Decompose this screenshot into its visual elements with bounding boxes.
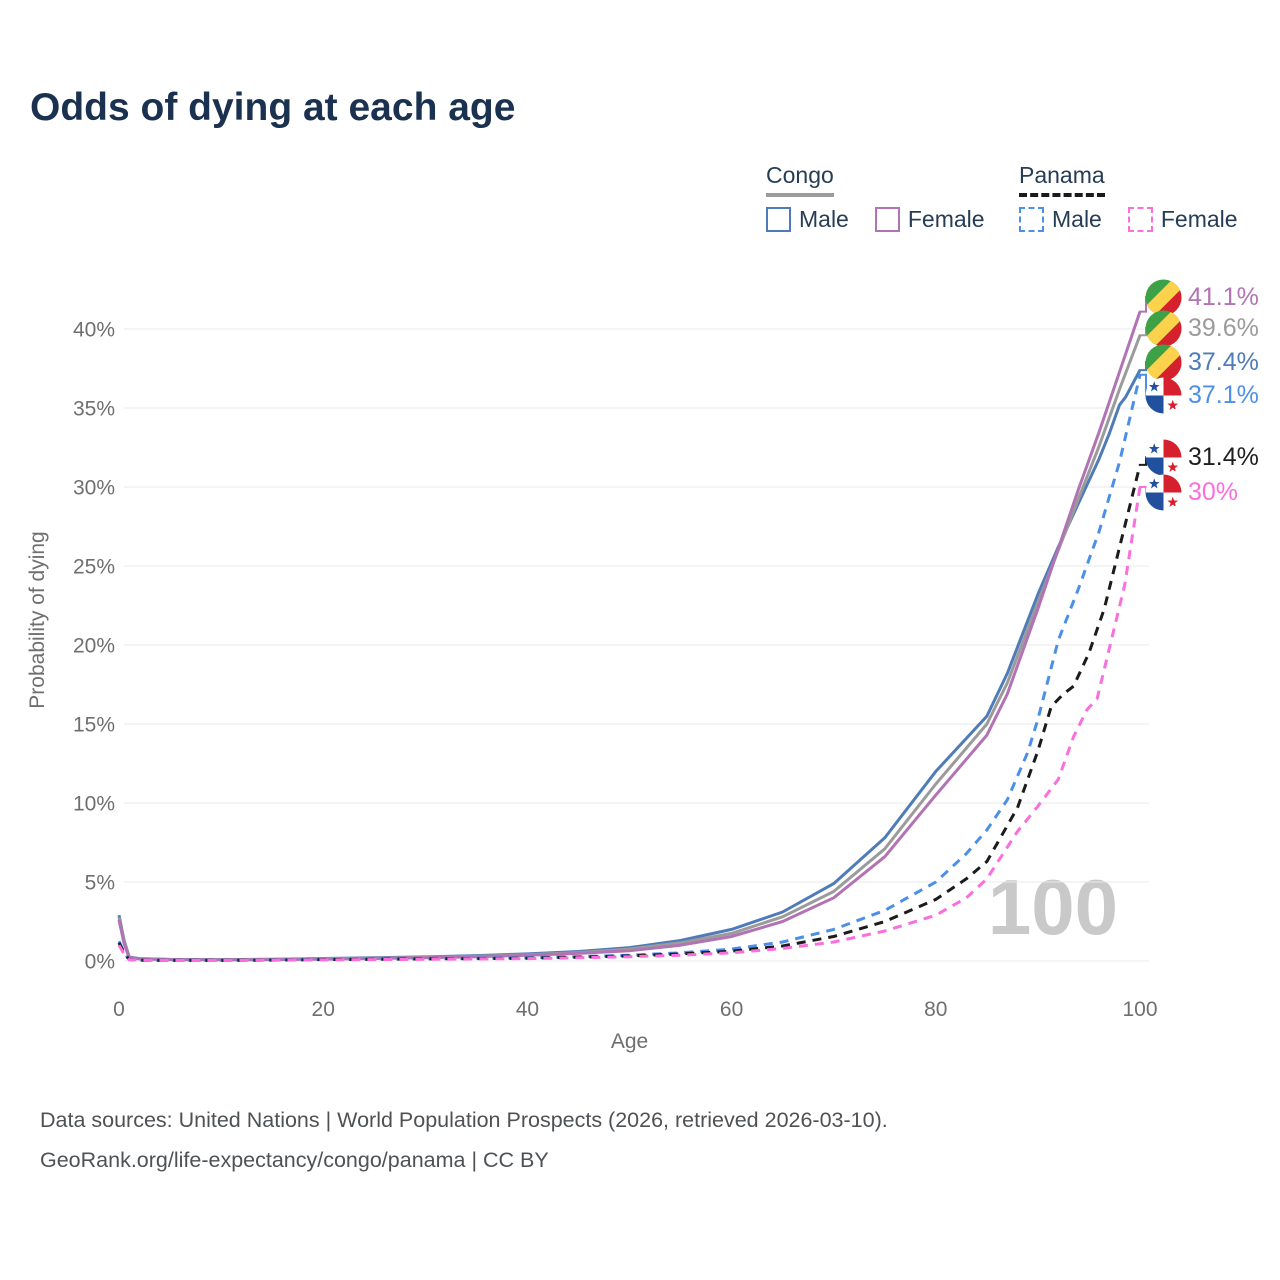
x-tick-label: 100 (1122, 998, 1157, 1021)
data-sources-note: Data sources: United Nations | World Pop… (40, 1108, 888, 1132)
line-congo-male[interactable] (117, 369, 1142, 962)
end-label-panama-male: 37.1% (1145, 377, 1259, 414)
end-value: 37.1% (1188, 380, 1259, 409)
y-axis-label: Probability of dying (26, 531, 49, 708)
page-title: Odds of dying at each age (30, 86, 516, 129)
y-tick-label: 40% (73, 319, 115, 342)
legend-group-panama: Panama Male Female (1019, 162, 1238, 233)
legend-item-panama-male[interactable]: Male (1019, 206, 1102, 233)
x-tick-label: 20 (312, 998, 335, 1021)
end-value: 37.4% (1188, 347, 1259, 376)
end-label-congo-both: 39.6% (1145, 310, 1259, 347)
y-tick-label: 30% (73, 477, 115, 500)
end-value: 31.4% (1188, 442, 1259, 471)
congo-flag-icon (1145, 344, 1182, 381)
y-tick-label: 25% (73, 556, 115, 579)
end-label-panama-female: 30% (1145, 474, 1238, 511)
legend-item-congo-male[interactable]: Male (766, 206, 849, 233)
panama-flag-icon (1145, 474, 1182, 511)
legend-country-panama[interactable]: Panama (1019, 162, 1105, 197)
legend-item-panama-female[interactable]: Female (1127, 206, 1238, 233)
x-tick-label: 40 (516, 998, 539, 1021)
x-tick-label: 60 (720, 998, 743, 1021)
end-value: 39.6% (1188, 313, 1259, 342)
legend-item-congo-female[interactable]: Female (874, 206, 985, 233)
legend-group-congo: Congo Male Female (766, 162, 985, 233)
x-tick-label: 0 (113, 998, 125, 1021)
congo-male-swatch-icon (766, 207, 791, 232)
y-tick-label: 5% (85, 872, 115, 895)
end-value: 41.1% (1188, 282, 1259, 311)
x-axis-label: Age (611, 1030, 648, 1053)
attribution-note: GeoRank.org/life-expectancy/congo/panama… (40, 1148, 549, 1172)
congo-female-swatch-icon (874, 207, 900, 232)
legend-label: Female (907, 206, 985, 232)
congo-flag-icon (1145, 310, 1182, 347)
end-label-congo-female: 41.1% (1145, 279, 1259, 316)
line-panama-male[interactable] (117, 374, 1142, 962)
y-tick-label: 20% (73, 635, 115, 658)
end-value: 30% (1188, 477, 1239, 506)
x-tick-label: 80 (924, 998, 947, 1021)
legend-label: Male (799, 206, 849, 232)
panama-female-swatch-icon (1127, 207, 1153, 232)
legend-label: Male (1052, 206, 1102, 232)
y-tick-label: 10% (73, 793, 115, 816)
y-tick-label: 35% (73, 398, 115, 421)
age-watermark: 100 (987, 863, 1118, 951)
y-tick-label: 15% (73, 714, 115, 737)
end-label-panama-both: 31.4% (1145, 439, 1259, 476)
line-panama-both[interactable] (117, 464, 1142, 962)
end-label-congo-male: 37.4% (1145, 344, 1259, 381)
panama-male-swatch-icon (1019, 207, 1044, 232)
y-tick-label: 0% (85, 951, 115, 974)
panama-flag-icon (1145, 377, 1182, 414)
legend-country-congo[interactable]: Congo (766, 162, 834, 197)
panama-flag-icon (1145, 439, 1182, 476)
line-panama-female[interactable] (117, 486, 1142, 962)
line-congo-both[interactable] (117, 334, 1142, 962)
legend-label: Female (1160, 206, 1238, 232)
